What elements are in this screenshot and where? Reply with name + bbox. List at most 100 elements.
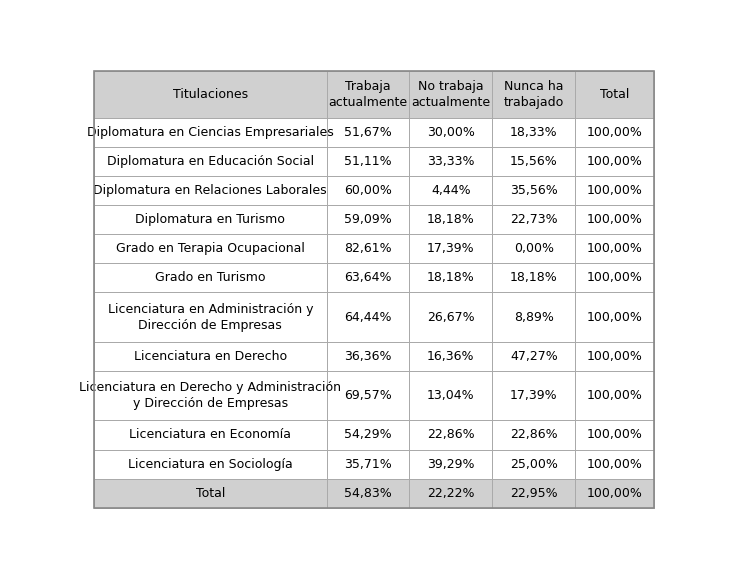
Bar bbox=[575, 371, 654, 421]
Text: 100,00%: 100,00% bbox=[587, 271, 642, 284]
Text: 13,04%: 13,04% bbox=[427, 389, 474, 402]
Bar bbox=[410, 371, 492, 421]
Bar bbox=[575, 205, 654, 234]
Bar bbox=[492, 117, 575, 147]
Bar bbox=[326, 263, 410, 292]
Text: 25,00%: 25,00% bbox=[510, 458, 558, 470]
Bar bbox=[326, 342, 410, 371]
Text: No trabaja
actualmente: No trabaja actualmente bbox=[411, 80, 491, 109]
Bar bbox=[410, 450, 492, 478]
Bar bbox=[94, 371, 326, 421]
Bar bbox=[492, 234, 575, 263]
Bar bbox=[492, 263, 575, 292]
Bar bbox=[94, 263, 326, 292]
Bar bbox=[575, 421, 654, 450]
Text: Diplomatura en Relaciones Laborales: Diplomatura en Relaciones Laborales bbox=[93, 184, 327, 197]
Text: 22,73%: 22,73% bbox=[510, 213, 558, 226]
Text: Total: Total bbox=[600, 88, 629, 101]
Bar bbox=[326, 450, 410, 478]
Bar bbox=[94, 205, 326, 234]
Text: 18,18%: 18,18% bbox=[510, 271, 558, 284]
Text: 63,64%: 63,64% bbox=[345, 271, 392, 284]
Bar bbox=[94, 263, 326, 292]
Text: 100,00%: 100,00% bbox=[587, 311, 642, 324]
Bar bbox=[94, 371, 326, 421]
Bar bbox=[492, 421, 575, 450]
Bar bbox=[326, 147, 410, 176]
Text: Grado en Terapia Ocupacional: Grado en Terapia Ocupacional bbox=[116, 242, 304, 255]
Bar bbox=[575, 205, 654, 234]
Text: Licenciatura en Derecho y Administración
y Dirección de Empresas: Licenciatura en Derecho y Administración… bbox=[80, 381, 342, 410]
Bar bbox=[410, 371, 492, 421]
Bar bbox=[410, 263, 492, 292]
Bar bbox=[575, 234, 654, 263]
Bar bbox=[492, 117, 575, 147]
Bar bbox=[410, 71, 492, 117]
Text: 0,00%: 0,00% bbox=[514, 242, 554, 255]
Bar bbox=[410, 205, 492, 234]
Text: 100,00%: 100,00% bbox=[587, 429, 642, 441]
Bar bbox=[326, 176, 410, 205]
Bar bbox=[410, 342, 492, 371]
Text: 51,67%: 51,67% bbox=[344, 125, 392, 139]
Text: 30,00%: 30,00% bbox=[427, 125, 474, 139]
Bar bbox=[326, 450, 410, 478]
Text: 100,00%: 100,00% bbox=[587, 125, 642, 139]
Bar bbox=[326, 234, 410, 263]
Bar bbox=[492, 342, 575, 371]
Bar bbox=[94, 342, 326, 371]
Bar bbox=[575, 421, 654, 450]
Bar bbox=[410, 71, 492, 117]
Text: 4,44%: 4,44% bbox=[431, 184, 471, 197]
Bar bbox=[575, 176, 654, 205]
Bar bbox=[410, 117, 492, 147]
Bar bbox=[410, 147, 492, 176]
Text: Trabaja
actualmente: Trabaja actualmente bbox=[328, 80, 407, 109]
Bar bbox=[492, 176, 575, 205]
Bar bbox=[94, 117, 326, 147]
Text: Diplomatura en Educación Social: Diplomatura en Educación Social bbox=[107, 155, 314, 168]
Bar bbox=[410, 234, 492, 263]
Text: 22,22%: 22,22% bbox=[427, 486, 474, 500]
Bar bbox=[94, 292, 326, 342]
Bar bbox=[326, 371, 410, 421]
Text: 100,00%: 100,00% bbox=[587, 486, 642, 500]
Text: 54,83%: 54,83% bbox=[344, 486, 392, 500]
Text: 59,09%: 59,09% bbox=[344, 213, 392, 226]
Bar bbox=[94, 147, 326, 176]
Text: 100,00%: 100,00% bbox=[587, 155, 642, 168]
Bar bbox=[326, 205, 410, 234]
Bar bbox=[410, 176, 492, 205]
Bar bbox=[492, 371, 575, 421]
Text: Licenciatura en Administración y
Dirección de Empresas: Licenciatura en Administración y Direcci… bbox=[107, 303, 313, 332]
Bar bbox=[575, 292, 654, 342]
Bar bbox=[410, 342, 492, 371]
Bar bbox=[94, 421, 326, 450]
Bar bbox=[326, 147, 410, 176]
Bar bbox=[326, 117, 410, 147]
Text: Nunca ha
trabajado: Nunca ha trabajado bbox=[504, 80, 564, 109]
Text: 16,36%: 16,36% bbox=[427, 350, 474, 363]
Bar bbox=[94, 478, 326, 508]
Bar bbox=[492, 421, 575, 450]
Bar bbox=[94, 421, 326, 450]
Bar bbox=[94, 342, 326, 371]
Bar bbox=[575, 342, 654, 371]
Bar bbox=[492, 71, 575, 117]
Bar bbox=[326, 71, 410, 117]
Bar bbox=[492, 450, 575, 478]
Bar bbox=[94, 71, 326, 117]
Bar bbox=[94, 176, 326, 205]
Text: Diplomatura en Turismo: Diplomatura en Turismo bbox=[135, 213, 285, 226]
Text: 39,29%: 39,29% bbox=[427, 458, 474, 470]
Bar bbox=[575, 147, 654, 176]
Bar bbox=[326, 263, 410, 292]
Bar bbox=[94, 117, 326, 147]
Bar bbox=[492, 147, 575, 176]
Bar bbox=[326, 292, 410, 342]
Text: 18,18%: 18,18% bbox=[427, 213, 474, 226]
Bar bbox=[575, 450, 654, 478]
Bar bbox=[492, 478, 575, 508]
Text: 35,71%: 35,71% bbox=[344, 458, 392, 470]
Bar bbox=[492, 205, 575, 234]
